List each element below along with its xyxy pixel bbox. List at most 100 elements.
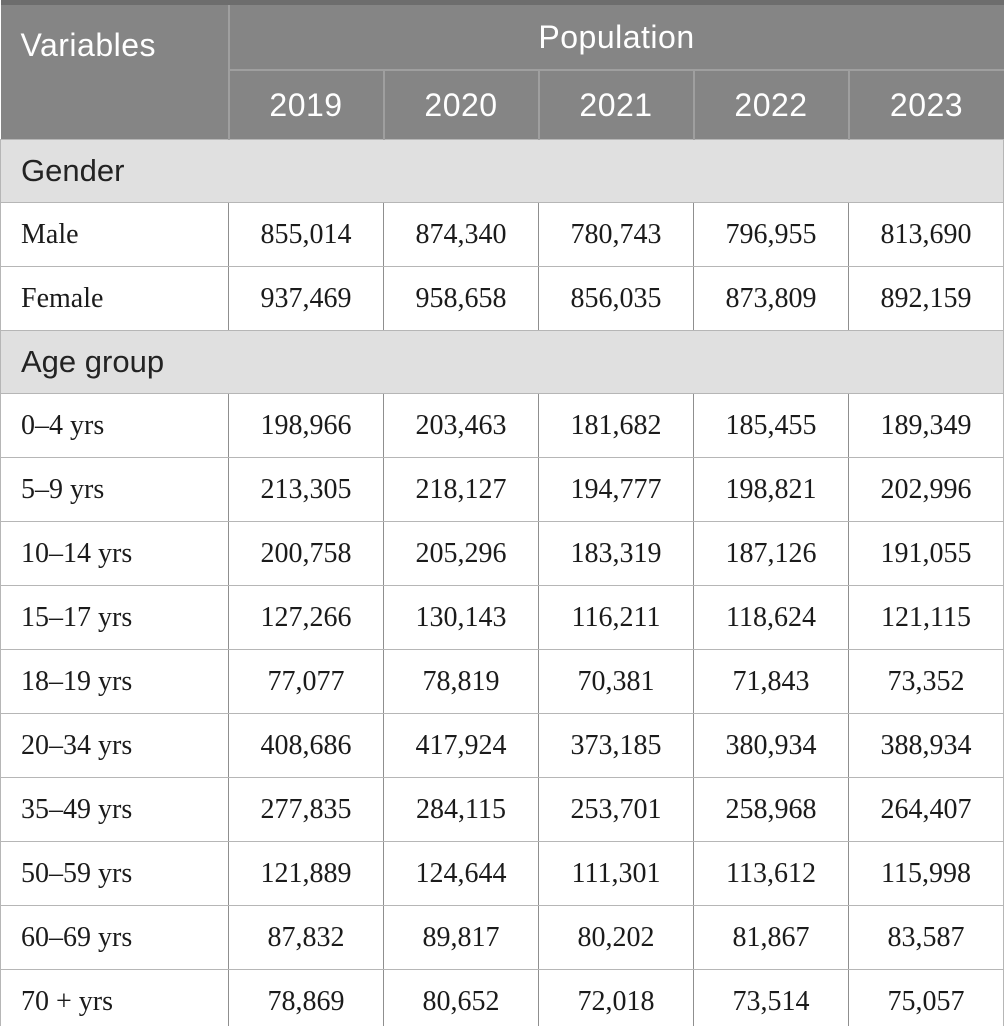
section-title: Gender xyxy=(0,139,1005,203)
population-value: 264,407 xyxy=(847,777,1005,842)
population-value: 198,966 xyxy=(228,393,384,458)
population-value: 258,968 xyxy=(693,777,849,842)
population-value: 73,514 xyxy=(693,969,849,1026)
year-header-2021: 2021 xyxy=(537,70,694,140)
population-value: 408,686 xyxy=(228,713,384,778)
table-row-60-69: 60–69 yrs 87,832 89,817 80,202 81,867 83… xyxy=(0,905,1005,970)
population-value: 124,644 xyxy=(383,841,539,906)
header-row-group: Variables Population xyxy=(0,0,1004,140)
population-value: 116,211 xyxy=(538,585,694,650)
population-value: 958,658 xyxy=(383,266,539,331)
population-value: 75,057 xyxy=(847,969,1005,1026)
population-value: 892,159 xyxy=(847,266,1005,331)
row-label: 60–69 yrs xyxy=(0,905,229,970)
year-header-2020: 2020 xyxy=(382,70,539,140)
population-value: 189,349 xyxy=(847,393,1005,458)
table-row-18-19: 18–19 yrs 77,077 78,819 70,381 71,843 73… xyxy=(0,649,1005,714)
population-value: 874,340 xyxy=(383,202,539,267)
population-value: 796,955 xyxy=(693,202,849,267)
table-row-50-59: 50–59 yrs 121,889 124,644 111,301 113,61… xyxy=(0,841,1005,906)
table-row-70-plus: 70 + yrs 78,869 80,652 72,018 73,514 75,… xyxy=(0,969,1005,1026)
row-label: Female xyxy=(0,266,229,331)
population-value: 72,018 xyxy=(538,969,694,1026)
table-row-10-14: 10–14 yrs 200,758 205,296 183,319 187,12… xyxy=(0,521,1005,586)
table-row-male: Male 855,014 874,340 780,743 796,955 813… xyxy=(0,202,1005,267)
row-label: Male xyxy=(0,202,229,267)
year-header-2023: 2023 xyxy=(847,70,1004,140)
row-label: 15–17 yrs xyxy=(0,585,229,650)
population-value: 200,758 xyxy=(228,521,384,586)
population-value: 71,843 xyxy=(693,649,849,714)
population-value: 80,202 xyxy=(538,905,694,970)
population-value: 89,817 xyxy=(383,905,539,970)
population-value: 111,301 xyxy=(538,841,694,906)
population-value: 127,266 xyxy=(228,585,384,650)
row-label: 10–14 yrs xyxy=(0,521,229,586)
population-value: 181,682 xyxy=(538,393,694,458)
population-value: 191,055 xyxy=(847,521,1005,586)
population-value: 73,352 xyxy=(847,649,1005,714)
population-value: 78,819 xyxy=(383,649,539,714)
population-value: 813,690 xyxy=(847,202,1005,267)
row-label: 70 + yrs xyxy=(0,969,229,1026)
population-value: 115,998 xyxy=(847,841,1005,906)
population-value: 80,652 xyxy=(383,969,539,1026)
row-label: 18–19 yrs xyxy=(0,649,229,714)
population-value: 87,832 xyxy=(228,905,384,970)
table-body: Gender Male 855,014 874,340 780,743 796,… xyxy=(0,139,1005,1026)
population-value: 855,014 xyxy=(228,202,384,267)
table-row-20-34: 20–34 yrs 408,686 417,924 373,185 380,93… xyxy=(0,713,1005,778)
population-value: 373,185 xyxy=(538,713,694,778)
variables-header-cell: Variables xyxy=(0,0,230,140)
population-value: 277,835 xyxy=(228,777,384,842)
population-value: 202,996 xyxy=(847,457,1005,522)
population-value: 83,587 xyxy=(847,905,1005,970)
population-value: 183,319 xyxy=(538,521,694,586)
row-label: 20–34 yrs xyxy=(0,713,229,778)
table-row-35-49: 35–49 yrs 277,835 284,115 253,701 258,96… xyxy=(0,777,1005,842)
population-value: 203,463 xyxy=(383,393,539,458)
section-row-gender: Gender xyxy=(0,139,1005,203)
population-value: 388,934 xyxy=(847,713,1005,778)
section-title: Age group xyxy=(0,330,1005,394)
population-value: 118,624 xyxy=(693,585,849,650)
population-value: 205,296 xyxy=(383,521,539,586)
population-value: 77,077 xyxy=(228,649,384,714)
population-value: 253,701 xyxy=(538,777,694,842)
population-value: 380,934 xyxy=(693,713,849,778)
table-row-0-4: 0–4 yrs 198,966 203,463 181,682 185,455 … xyxy=(0,393,1005,458)
year-header-2019: 2019 xyxy=(228,70,384,140)
table-header: Variables Population 2019 2020 2021 2022… xyxy=(0,0,1004,140)
population-value: 78,869 xyxy=(228,969,384,1026)
population-value: 873,809 xyxy=(693,266,849,331)
row-label: 35–49 yrs xyxy=(0,777,229,842)
population-value: 417,924 xyxy=(383,713,539,778)
population-value: 194,777 xyxy=(538,457,694,522)
header-row-years: 2019 2020 2021 2022 2023 xyxy=(1,70,1004,140)
population-value: 113,612 xyxy=(693,841,849,906)
population-value: 70,381 xyxy=(538,649,694,714)
row-label: 5–9 yrs xyxy=(0,457,229,522)
population-value: 187,126 xyxy=(693,521,849,586)
population-value: 284,115 xyxy=(383,777,539,842)
population-value: 198,821 xyxy=(693,457,849,522)
table-row-5-9: 5–9 yrs 213,305 218,127 194,777 198,821 … xyxy=(0,457,1005,522)
population-value: 130,143 xyxy=(383,585,539,650)
row-label: 0–4 yrs xyxy=(0,393,229,458)
population-value: 121,115 xyxy=(847,585,1005,650)
population-value: 218,127 xyxy=(383,457,539,522)
population-value: 213,305 xyxy=(228,457,384,522)
population-value: 185,455 xyxy=(693,393,849,458)
year-header-2022: 2022 xyxy=(692,70,849,140)
population-value: 937,469 xyxy=(228,266,384,331)
population-value: 780,743 xyxy=(538,202,694,267)
population-value: 856,035 xyxy=(538,266,694,331)
table-row-female: Female 937,469 958,658 856,035 873,809 8… xyxy=(0,266,1005,331)
population-value: 121,889 xyxy=(228,841,384,906)
row-label: 50–59 yrs xyxy=(0,841,229,906)
table-row-15-17: 15–17 yrs 127,266 130,143 116,211 118,62… xyxy=(0,585,1005,650)
population-value: 81,867 xyxy=(693,905,849,970)
section-row-age-group: Age group xyxy=(0,330,1005,394)
